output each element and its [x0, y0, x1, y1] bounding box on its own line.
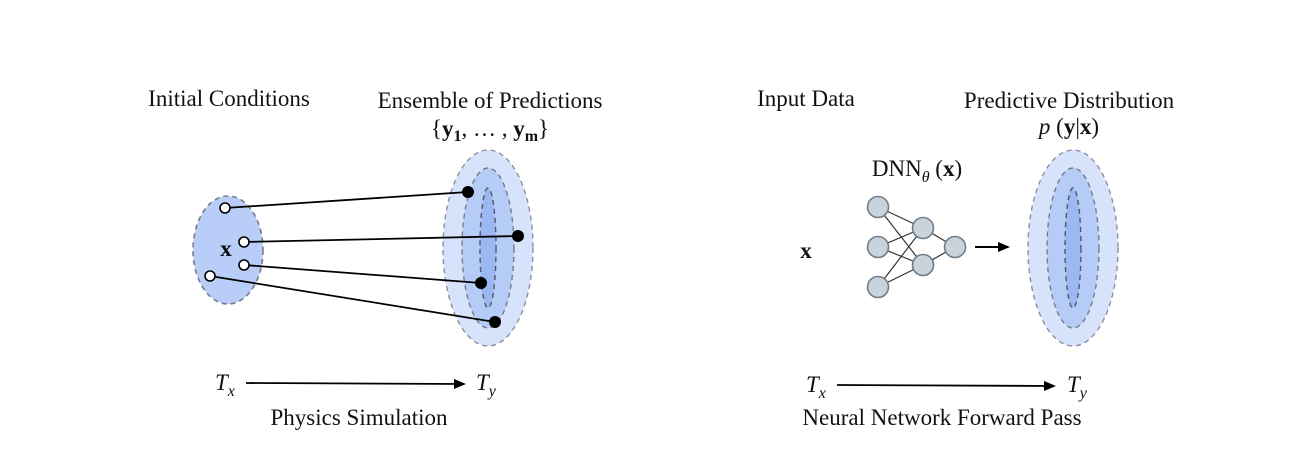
input-x-symbol: x	[800, 238, 812, 263]
initial-conditions-label: Initial Conditions	[148, 86, 310, 111]
ensemble-distribution	[442, 149, 534, 347]
network-nodes	[866, 195, 967, 299]
trajectory-line	[243, 264, 482, 284]
predictive-distribution	[1027, 149, 1119, 347]
distribution-inner-band	[479, 187, 497, 309]
physics-simulation-panel: Initial Conditions Ensemble of Predictio…	[148, 86, 602, 430]
time-end-label: Ty	[476, 370, 497, 400]
time-start-label: Tx	[215, 370, 235, 400]
trajectory-line	[243, 235, 519, 243]
dnn-function-label: DNNθ (x)	[872, 156, 962, 186]
initial-point	[238, 259, 250, 271]
prediction-points	[462, 186, 524, 328]
input-node	[866, 275, 890, 299]
initial-point	[219, 202, 231, 214]
trajectory-line	[209, 275, 496, 323]
input-node	[866, 235, 890, 259]
distribution-inner-band	[1064, 187, 1082, 309]
hidden-node	[911, 216, 935, 240]
prediction-point	[475, 277, 487, 289]
neural-network-panel: Input Data Predictive Distribution p (y|…	[757, 86, 1174, 430]
input-x-symbol: x	[220, 236, 232, 261]
neural-network-caption: Neural Network Forward Pass	[802, 405, 1081, 430]
initial-points	[204, 202, 250, 282]
predictive-distribution-formula: p (y|x)	[1037, 114, 1099, 139]
prediction-point	[462, 186, 474, 198]
time-start-label: Tx	[806, 372, 826, 402]
time-arrow	[245, 378, 466, 389]
neural-network-icon	[866, 195, 967, 299]
predictive-distribution-label: Predictive Distribution	[964, 88, 1175, 113]
ensemble-label: Ensemble of Predictions	[378, 88, 603, 113]
input-node	[866, 195, 890, 219]
time-end-label: Ty	[1067, 372, 1088, 402]
prediction-point	[489, 316, 501, 328]
hidden-node	[911, 253, 935, 277]
ensemble-set-formula: {y1, … , ym}	[431, 116, 549, 145]
trajectory-lines	[209, 191, 519, 323]
trajectory-line	[224, 191, 469, 209]
input-data-label: Input Data	[757, 86, 855, 111]
physics-simulation-caption: Physics Simulation	[271, 405, 448, 430]
prediction-point	[512, 230, 524, 242]
initial-point	[204, 270, 216, 282]
initial-point	[238, 236, 250, 248]
output-node	[943, 235, 967, 259]
time-arrow	[836, 380, 1056, 391]
